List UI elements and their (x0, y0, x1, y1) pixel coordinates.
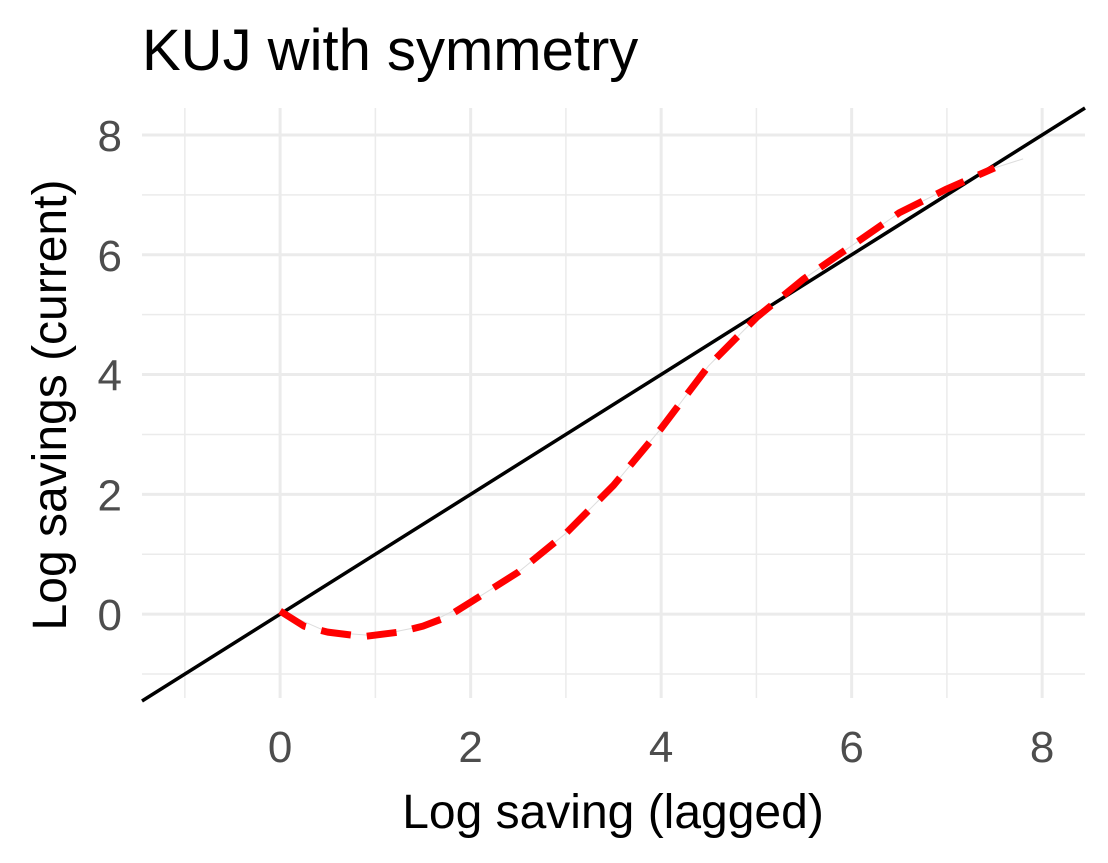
x-tick-label: 8 (1030, 723, 1054, 772)
tick-labels: 0 2 4 6 8 0 2 4 6 8 (98, 112, 1055, 772)
chart-title: KUJ with symmetry (142, 18, 638, 83)
y-tick-label: 2 (98, 471, 122, 520)
y-tick-label: 0 (98, 591, 122, 640)
series-layer (141, 106, 1086, 703)
grid (142, 108, 1085, 698)
y-tick-label: 4 (98, 352, 122, 401)
series-line-dashed (278, 164, 996, 640)
x-tick-label: 2 (458, 723, 482, 772)
y-axis-title: Log savings (current) (24, 180, 77, 631)
y-tick-label: 8 (98, 112, 122, 161)
series-line-thin (279, 158, 1024, 637)
x-tick-label: 4 (649, 723, 673, 772)
x-tick-label: 6 (839, 723, 863, 772)
x-axis-title: Log saving (lagged) (402, 786, 824, 839)
series-line-solid (141, 106, 1086, 703)
y-tick-label: 6 (98, 232, 122, 281)
x-tick-label: 0 (268, 723, 292, 772)
